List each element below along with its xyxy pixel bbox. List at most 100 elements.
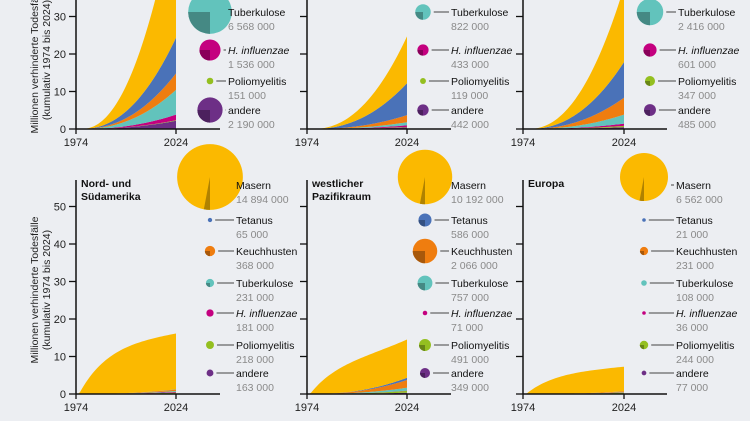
area-keuchhusten	[523, 391, 624, 394]
legend-value: 65 000	[236, 229, 268, 241]
area-tuberkulose	[76, 391, 176, 394]
pie-slice	[199, 50, 210, 61]
legend-value: 349 000	[451, 382, 489, 394]
legend-label: Tuberkulose	[236, 278, 294, 290]
legend-item-keuchhusten: Keuchhusten 2 066 000	[412, 238, 512, 272]
legend-value: 6 562 000	[676, 194, 723, 206]
panel-top-center: 1974 2024 Tuberkulose 822 000 H. influenzae 4…	[295, 0, 512, 149]
area-h-influenzae	[523, 123, 624, 129]
panel-title: Südamerika	[81, 191, 141, 203]
area-keuchhusten	[76, 73, 176, 129]
legend-item-poliomyelitis: Poliomyelitis 119 000	[420, 76, 509, 102]
legend-label: andere	[228, 105, 261, 117]
legend-item-tuberkulose: Tuberkulose 822 000	[415, 4, 509, 33]
pie-slice	[636, 12, 650, 26]
legend-item-tetanus: Tetanus 586 000	[418, 213, 489, 241]
legend-label: Keuchhusten	[236, 246, 297, 258]
legend-value: 822 000	[451, 21, 489, 33]
pie-slice	[644, 110, 650, 116]
legend-value: 10 192 000	[451, 194, 504, 206]
legend-value: 21 000	[676, 229, 708, 241]
area-masern	[76, 0, 176, 129]
legend-item-h-influenzae: H. influenzae 433 000	[417, 44, 512, 71]
legend-value: 6 568 000	[228, 21, 275, 33]
panel-title: westlicher	[311, 178, 363, 190]
pie-slice	[203, 177, 210, 210]
legend-label: Poliomyelitis	[451, 340, 509, 352]
legend-item-poliomyelitis: Poliomyelitis 218 000	[206, 340, 294, 366]
panel-top-left: 1974 2024 0 10 20 30 Millionen verhinderte Tod…	[29, 0, 289, 149]
pie-slice	[417, 110, 423, 116]
y-axis-label: Millionen verhinderte Todesfälle	[29, 216, 41, 363]
legend-value: 163 000	[236, 382, 274, 394]
y-tick-label: 40	[54, 239, 66, 251]
pie-icon	[642, 218, 646, 222]
legend-item-poliomyelitis: Poliomyelitis 347 000	[644, 75, 736, 102]
area-tuberkulose	[523, 392, 624, 394]
panel-title: Pazifikraum	[312, 191, 371, 203]
legend-value: 433 000	[451, 59, 489, 71]
area-h-influenzae	[76, 391, 176, 394]
legend-label: Poliomyelitis	[451, 76, 509, 88]
legend-item-masern: Masern 14 894 000	[177, 144, 289, 210]
x-tick-label: 2024	[164, 137, 188, 149]
y-tick-label: 0	[60, 124, 66, 136]
legend-item-keuchhusten: Keuchhusten 368 000	[204, 245, 297, 272]
area-h-influenzae	[307, 125, 407, 129]
legend-label: Tuberkulose	[676, 278, 734, 290]
y-tick-label: 10	[54, 352, 66, 364]
area-masern	[523, 366, 624, 394]
x-tick-label: 2024	[164, 402, 188, 414]
legend-item-andere: andere 485 000	[644, 104, 716, 131]
legend-value: 108 000	[676, 292, 714, 304]
area-tuberkulose	[76, 89, 176, 129]
legend-value: 368 000	[236, 260, 274, 272]
pie-slice	[412, 251, 425, 264]
area-tetanus	[523, 62, 624, 129]
pie-slice	[643, 50, 650, 57]
legend-item-tuberkulose: Tuberkulose 231 000	[205, 278, 294, 304]
legend-value: 491 000	[451, 354, 489, 366]
pie-icon	[420, 78, 426, 84]
legend-item-andere: andere 2 190 000	[197, 97, 275, 131]
legend-value: 181 000	[236, 322, 274, 334]
x-tick-label: 1974	[511, 402, 535, 414]
legend-item-h-influenzae: H. influenzae 36 000	[642, 308, 737, 334]
legend-value: 442 000	[451, 119, 489, 131]
x-tick-label: 1974	[64, 137, 88, 149]
pie-icon	[206, 341, 214, 349]
legend-label: Tetanus	[451, 215, 488, 227]
area-tetanus	[307, 83, 407, 129]
legend-label: Tuberkulose	[451, 7, 509, 19]
legend-label: H. influenzae	[676, 308, 737, 320]
y-axis-label: (kumulativ 1974 bis 2024)	[41, 230, 53, 350]
legend-label: Keuchhusten	[451, 246, 512, 258]
area-tuberkulose	[307, 122, 407, 129]
legend-value: 2 190 000	[228, 119, 275, 131]
panel-bottom-left: 1974 2024 0 10 20 30 40 50 Millionen verhinderte…	[29, 144, 297, 414]
legend-item-h-influenzae: H. influenzae 1 536 000	[199, 39, 289, 71]
area-keuchhusten	[76, 389, 176, 394]
legend-label: andere	[451, 105, 484, 117]
legend-value: 218 000	[236, 354, 274, 366]
legend-item-poliomyelitis: Poliomyelitis 491 000	[419, 339, 509, 366]
legend-label: H. influenzae	[451, 45, 512, 57]
y-axis-label: (kumulativ 1974 bis 2024)	[41, 0, 53, 120]
area-masern	[523, 0, 624, 129]
legend-item-tuberkulose: Tuberkulose 6 568 000	[188, 0, 286, 34]
panel-bottom-right: 1974 2024 Europa Masern 6 562 000 Tetanus 21 0…	[511, 153, 737, 414]
legend-item-h-influenzae: H. influenzae 601 000	[643, 43, 739, 71]
legend-item-masern: Masern 10 192 000	[397, 149, 504, 206]
pie-slice	[639, 251, 644, 256]
pie-icon	[206, 77, 214, 85]
y-axis-label: Millionen verhinderte Todesfälle	[29, 0, 41, 133]
x-tick-label: 1974	[511, 137, 535, 149]
x-tick-label: 2024	[612, 137, 636, 149]
legend-item-h-influenzae: H. influenzae 71 000	[422, 308, 512, 334]
pie-slice	[644, 81, 650, 87]
legend-value: 2 066 000	[451, 260, 498, 272]
area-keuchhusten	[307, 379, 407, 394]
legend-value: 2 416 000	[678, 21, 725, 33]
legend-label: Poliomyelitis	[676, 340, 734, 352]
